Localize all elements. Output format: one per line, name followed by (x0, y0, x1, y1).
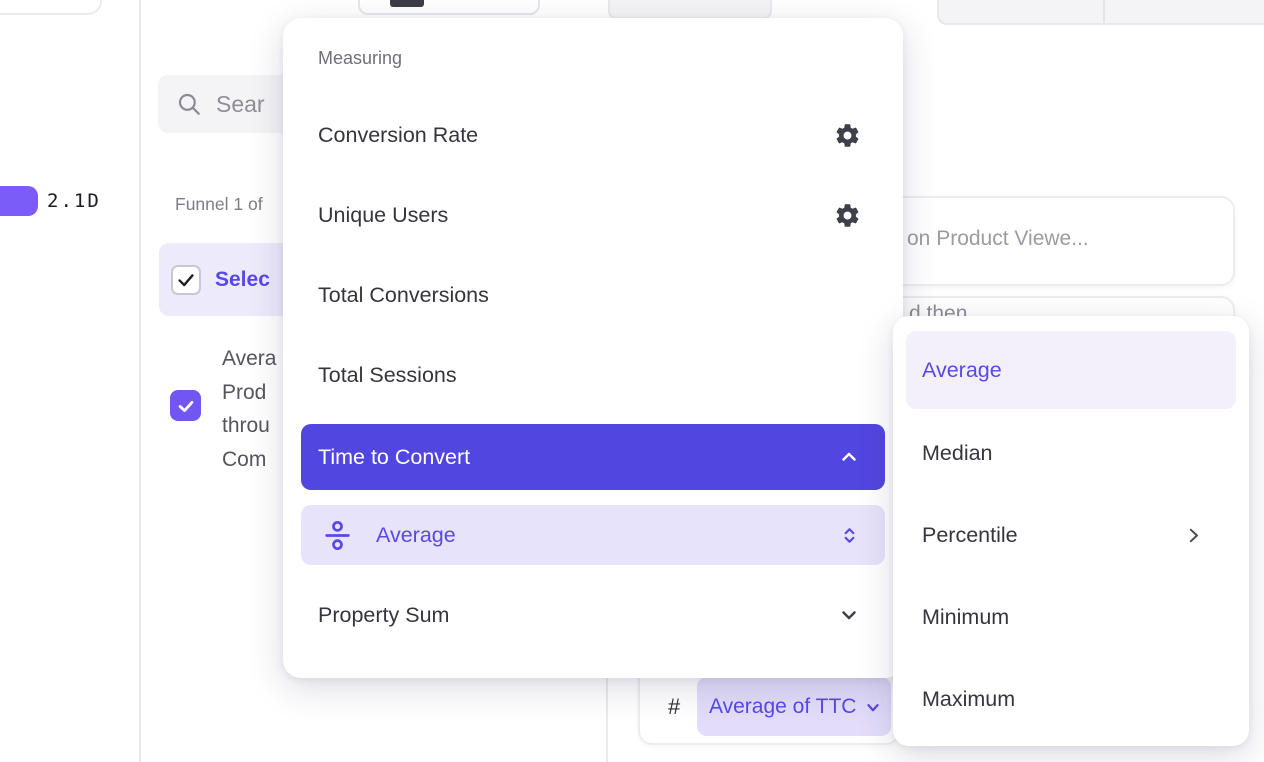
metric-selector[interactable]: Average of TTC (697, 677, 891, 736)
menu-item-total-conversions[interactable]: Total Conversions (301, 267, 885, 323)
menu-item-label: Property Sum (318, 602, 450, 627)
select-all-label: Selec (215, 267, 270, 291)
chevron-right-icon (1189, 528, 1199, 542)
aggregation-item-average[interactable]: Average (906, 331, 1236, 409)
chevron-down-icon (867, 703, 880, 711)
measuring-menu-header: Measuring (318, 48, 403, 68)
metric-type-symbol: # (668, 694, 681, 719)
funnel-list-header: Funnel 1 of (175, 194, 263, 214)
select-updown-icon (844, 527, 855, 543)
funnel-window-label: 2.1D (47, 190, 101, 212)
step-description: Avera Prod throu Com (222, 342, 276, 476)
aggregation-item-maximum[interactable]: Maximum (906, 660, 1236, 738)
menu-item-label: Average (376, 522, 456, 547)
chevron-down-icon (842, 611, 856, 620)
aggregation-item-label: Maximum (922, 686, 1016, 711)
aggregation-item-label: Minimum (922, 604, 1010, 629)
funnel-color-badge[interactable] (0, 186, 38, 216)
search-icon (178, 93, 200, 115)
menu-item-label: Unique Users (318, 202, 449, 227)
menu-item-label: Total Sessions (318, 362, 457, 387)
partial-card-top-left (0, 0, 102, 15)
measuring-menu (283, 18, 903, 678)
menu-item-property-sum[interactable]: Property Sum (301, 587, 885, 643)
search-placeholder: Sear (216, 90, 265, 117)
menu-item-label: Conversion Rate (318, 122, 479, 147)
partial-button-group-top-right[interactable] (937, 0, 1264, 25)
chevron-up-icon (842, 452, 856, 461)
partial-button-top[interactable] (608, 0, 772, 19)
event-step-label: on Product Viewe... (907, 227, 1089, 250)
aggregation-item-label: Percentile (922, 522, 1018, 547)
button-group-divider (1103, 0, 1105, 23)
menu-item-conversion-rate[interactable]: Conversion Rate (301, 107, 885, 163)
gear-icon[interactable] (834, 202, 861, 229)
aggregation-item-minimum[interactable]: Minimum (906, 578, 1236, 656)
menu-item-time-to-convert[interactable]: Time to Convert (301, 424, 885, 490)
menu-item-label: Time to Convert (318, 444, 471, 469)
menu-item-unique-users[interactable]: Unique Users (301, 187, 885, 243)
aggregation-item-percentile[interactable]: Percentile (906, 496, 1236, 574)
toolbar-control-glyph (390, 0, 424, 7)
checkmark-icon (178, 273, 194, 286)
left-column-divider (139, 0, 141, 762)
average-aggregation-icon (325, 520, 350, 550)
aggregation-item-median[interactable]: Median (906, 414, 1236, 492)
step-description-line: Avera (222, 347, 277, 370)
step-description-line: Com (222, 447, 267, 471)
menu-item-aggregation-selector[interactable]: Average (301, 505, 885, 565)
step-checkbox[interactable] (170, 390, 201, 421)
step-description-line: Prod (222, 380, 267, 404)
step-description-line: throu (222, 414, 270, 437)
gear-icon[interactable] (834, 122, 861, 149)
menu-item-label: Total Conversions (318, 282, 489, 307)
menu-item-total-sessions[interactable]: Total Sessions (301, 347, 885, 403)
aggregation-item-label: Median (922, 440, 993, 465)
select-all-checkbox[interactable] (171, 264, 201, 295)
metric-selector-value: Average of TTC (709, 694, 857, 718)
checkmark-icon (178, 400, 193, 412)
partial-toolbar-control[interactable] (358, 0, 540, 15)
aggregation-item-label: Average (922, 357, 1002, 382)
